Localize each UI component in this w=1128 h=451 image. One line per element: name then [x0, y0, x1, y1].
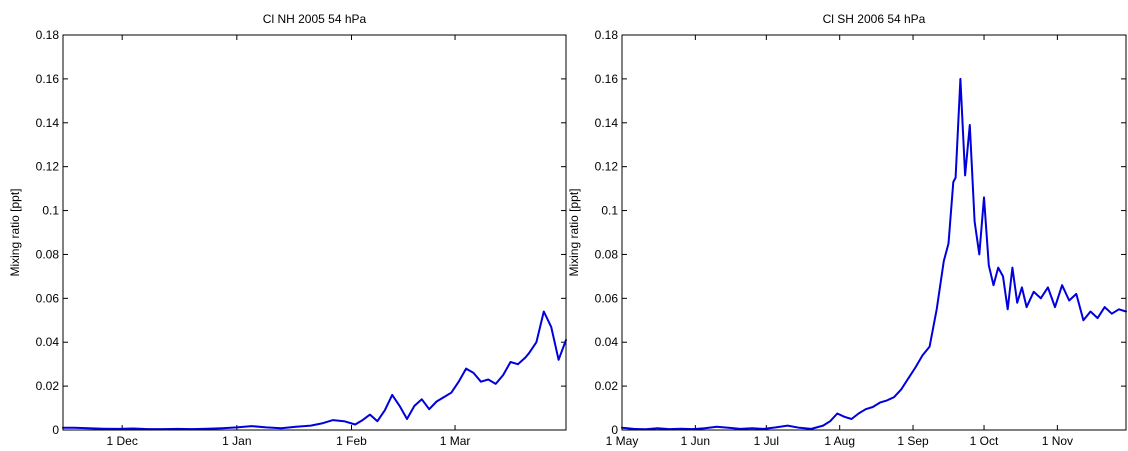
- right-plot-frame: [621, 34, 1127, 431]
- right-y-tick-label: 0.08: [595, 247, 619, 261]
- left-series-line: [62, 310, 567, 431]
- left-y-tick-label: 0.08: [36, 247, 60, 261]
- left-y-tick-label: 0.02: [36, 379, 60, 393]
- right-y-tick-label: 0.16: [595, 72, 619, 86]
- right-x-tick-label: 1 Nov: [1042, 434, 1073, 448]
- right-series-line: [621, 77, 1127, 431]
- right-y-tick-label: 0.1: [601, 204, 618, 218]
- right-x-tick-label: 1 Jul: [754, 434, 779, 448]
- left-plot-frame: [62, 34, 567, 431]
- right-y-tick-label: 0.14: [595, 116, 619, 130]
- left-x-tick-label: 1 Dec: [106, 434, 137, 448]
- left-y-tick-label: 0: [52, 423, 59, 437]
- chart-left: Cl NH 2005 54 hPa Mixing ratio [ppt] 0 0.02…: [8, 12, 567, 448]
- left-y-tick-label: 0.04: [36, 335, 60, 349]
- right-x-tick-label: 1 Sep: [897, 434, 929, 448]
- left-y-tick-label: 0.16: [36, 72, 60, 86]
- left-x-tick-label: 1 Mar: [440, 434, 471, 448]
- left-x-tick-label: 1 Jan: [222, 434, 251, 448]
- left-y-tick-label: 0.12: [36, 160, 60, 174]
- right-y-tick-label: 0.12: [595, 160, 619, 174]
- right-y-tick-label: 0.18: [595, 28, 619, 42]
- right-y-tick-label: 0.02: [595, 379, 619, 393]
- right-y-tick-label: 0.06: [595, 291, 619, 305]
- right-x-tick-label: 1 May: [606, 434, 639, 448]
- right-x-tick-label: 1 Oct: [970, 434, 999, 448]
- right-y-tick-label: 0: [611, 423, 618, 437]
- left-y-axis-label: Mixing ratio [ppt]: [8, 188, 22, 276]
- left-chart-title: Cl NH 2005 54 hPa: [263, 12, 367, 26]
- left-x-tick-label: 1 Feb: [336, 434, 367, 448]
- right-y-axis-label: Mixing ratio [ppt]: [567, 188, 581, 276]
- right-x-tick-label: 1 Jun: [681, 434, 710, 448]
- right-x-tick-label: 1 Aug: [824, 434, 855, 448]
- right-y-tick-label: 0.04: [595, 335, 619, 349]
- left-y-tick-label: 0.18: [36, 28, 60, 42]
- right-chart-title: Cl SH 2006 54 hPa: [823, 12, 926, 26]
- left-y-tick-label: 0.14: [36, 116, 60, 130]
- left-y-tick-label: 0.1: [42, 204, 59, 218]
- chart-right: Cl SH 2006 54 hPa Mixing ratio [ppt] 0 0.02…: [567, 12, 1127, 448]
- left-y-tick-label: 0.06: [36, 291, 60, 305]
